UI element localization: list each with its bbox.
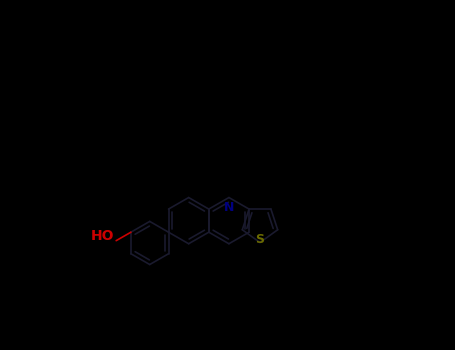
Text: HO: HO: [91, 229, 114, 243]
Text: S: S: [256, 233, 264, 246]
Text: N: N: [224, 201, 234, 215]
